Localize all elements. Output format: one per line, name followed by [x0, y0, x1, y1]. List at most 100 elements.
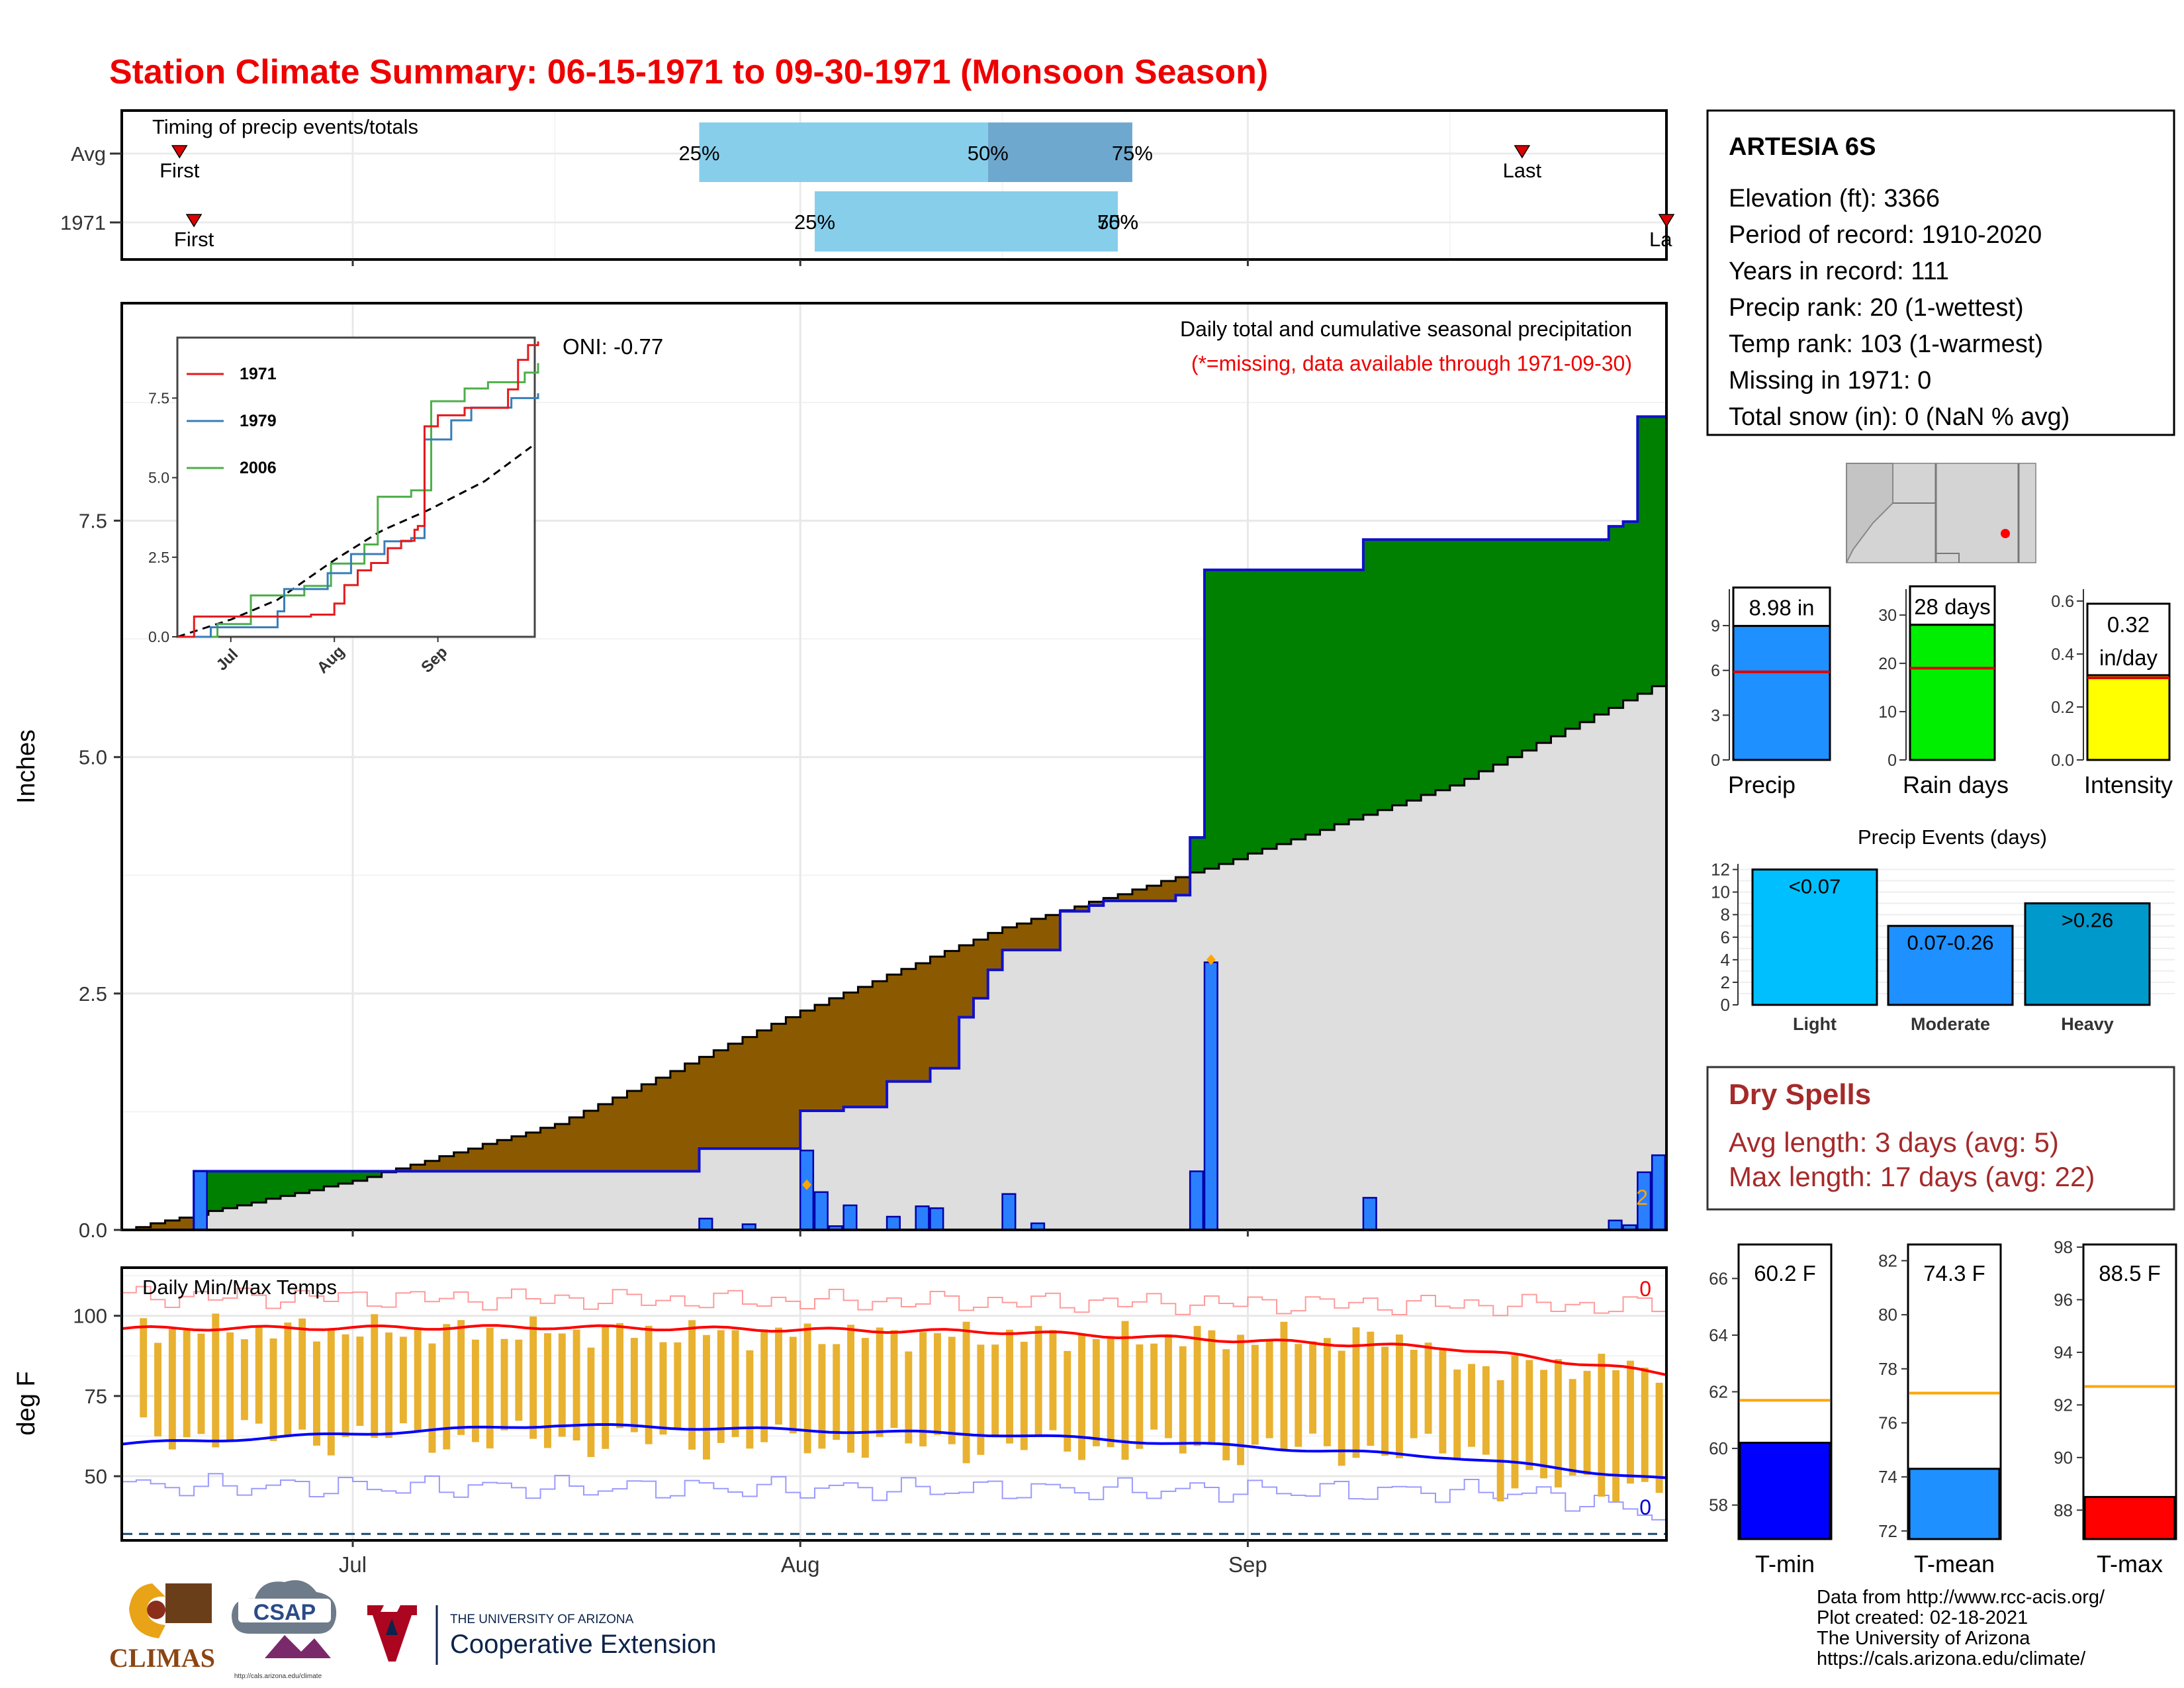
timing-pct-label: 75% [1097, 211, 1138, 234]
events-y-tick-label: 6 [1721, 927, 1730, 947]
daily-temp-range-bar [1410, 1350, 1418, 1438]
record-low-line [122, 1473, 1667, 1521]
event-bar-axis-label: Moderate [1911, 1014, 1990, 1034]
daily-temp-range-bar [212, 1313, 220, 1448]
daily-temp-range-bar [818, 1344, 826, 1449]
summary-value-box [1732, 586, 1831, 628]
summary-value-bar [1909, 624, 1996, 761]
tsum-y-tick-label: 74 [1878, 1467, 1897, 1487]
tsum-y-tick-label: 76 [1878, 1413, 1897, 1432]
summary-y-tick-label: 6 [1711, 662, 1720, 680]
station-line: Years in record: 111 [1729, 258, 1949, 285]
timing-last-label-1971: La [1649, 228, 1672, 251]
daily-temp-range-bar [674, 1342, 682, 1430]
daily-temp-range-bar [861, 1338, 869, 1458]
inset-normal-line [177, 445, 532, 638]
summary-value-text: 28 days [1914, 594, 1991, 619]
avg-max-temp-line [121, 1324, 1667, 1376]
tsum-y-tick-label: 62 [1709, 1382, 1728, 1402]
daily-temp-range-bar [1049, 1330, 1057, 1430]
daily-temp-range-bar [168, 1329, 176, 1450]
summary-raindays-label: Rain days [1903, 771, 2009, 798]
ua-top-text: THE UNIVERSITY OF ARIZONA [450, 1613, 634, 1626]
daily-temp-range-bar [919, 1332, 927, 1447]
daily-temp-range-bar [1237, 1335, 1244, 1466]
station-line: Total snow (in): 0 (NaN % avg) [1729, 403, 2070, 431]
precip-frame [120, 302, 1668, 1231]
tsum-frame [2082, 1243, 2177, 1540]
precip-y-tick-label: 0.0 [79, 1219, 107, 1242]
dry-spells-title: Dry Spells [1729, 1078, 1871, 1111]
daily-temp-range-bar [544, 1333, 551, 1448]
events-title: Precip Events (days) [1858, 825, 2047, 849]
daily-temp-range-bar [1280, 1321, 1288, 1451]
daily-temp-range-bar [529, 1316, 537, 1439]
daily-temp-range-bar [1338, 1350, 1345, 1466]
daily-temp-range-bar [1554, 1359, 1562, 1488]
daily-temp-range-bar [702, 1335, 710, 1460]
daily-temp-range-bar [789, 1336, 797, 1434]
event-bar-moderate [1887, 925, 2014, 1006]
tsum-y-tick-label: 60 [1709, 1438, 1728, 1458]
temp-y-tick-label: 75 [85, 1385, 107, 1408]
daily-temp-range-bar [471, 1339, 479, 1442]
station-frame [1706, 109, 2175, 436]
credit-line: https://cals.arizona.edu/climate/ [1817, 1648, 2086, 1669]
daily-temp-range-bar [341, 1334, 349, 1437]
daily-temp-range-bar [1034, 1326, 1042, 1435]
station-info-box: ARTESIA 6S Elevation (ft): 3366 Period o… [1706, 109, 2175, 436]
timing-row-1971: 1971 [60, 211, 106, 234]
daily-temp-range-bar [1453, 1369, 1461, 1458]
summary-y-tick-label: 20 [1878, 655, 1897, 673]
daily-temp-range-bar [1439, 1350, 1447, 1454]
inset-legend-label: 1971 [240, 365, 277, 383]
temp-frame [120, 1266, 1668, 1542]
inset-y-tick-label: 7.5 [148, 389, 169, 406]
precip-legend-title: Daily total and cumulative seasonal prec… [1180, 317, 1632, 341]
temp-y-tick-label: 50 [85, 1465, 107, 1488]
inset-series-1971-line [177, 341, 539, 638]
event-bar-inner-label: <0.07 [1789, 875, 1841, 898]
temperature-panel: 50 75 100 Daily Min/Max Temps 0 0 deg F [13, 1266, 1668, 1547]
summary-value-text: 0.32 [2107, 612, 2150, 637]
map-state-border [1936, 553, 1960, 563]
credit-line: Plot created: 02-18-2021 [1817, 1607, 2028, 1628]
daily-temp-range-bar [1193, 1326, 1201, 1446]
tsum-value-bar [1908, 1468, 2001, 1540]
daily-temp-range-bar [500, 1338, 508, 1430]
daily-temp-range-bar [399, 1336, 407, 1424]
daily-temp-range-bar [717, 1330, 725, 1443]
daily-temp-range-bar [255, 1325, 263, 1424]
credit-line: The University of Arizona [1817, 1628, 2030, 1649]
daily-temp-range-bar [1627, 1360, 1634, 1484]
daily-temp-range-bar [1309, 1341, 1317, 1434]
record-event-marker [1206, 954, 1216, 965]
summary-intensity-label: Intensity [2084, 771, 2173, 798]
climas-logo-mark [147, 1601, 165, 1619]
daily-temp-range-bar [269, 1338, 277, 1441]
daily-temp-range-bar [443, 1324, 451, 1450]
summary-y-tick-label: 9 [1711, 617, 1720, 635]
daily-temp-range-bar [1367, 1331, 1375, 1446]
temp-y-axis: 50 75 100 [73, 1305, 1249, 1547]
timing-label: Timing of precip events/totals [152, 115, 418, 138]
daily-temp-range-bar [659, 1342, 667, 1435]
climas-logo: CLIMAS [109, 1583, 215, 1673]
tsum-y-tick-label: 80 [1878, 1305, 1897, 1325]
tsum-label: T-max [2097, 1550, 2163, 1577]
daily-precip-bar [1203, 961, 1218, 1231]
daily-precip-bar [698, 1217, 713, 1231]
daily-temp-range-bar [371, 1314, 379, 1438]
credits: Data from http://www.rcc-acis.org/ Plot … [1817, 1587, 2105, 1669]
daily-temp-range-bar [1583, 1370, 1591, 1476]
x-tick-label: Aug [781, 1552, 820, 1577]
daily-precip-bar [1189, 1170, 1205, 1231]
tsum-y-tick-label: 72 [1878, 1521, 1897, 1541]
tsum-y-tick-label: 94 [2054, 1342, 2073, 1362]
daily-precip-bar [1362, 1197, 1377, 1231]
daily-temp-range-bar [1569, 1379, 1576, 1476]
summary-y-tick-label: 3 [1711, 706, 1720, 725]
daily-precip-bar [886, 1215, 901, 1231]
